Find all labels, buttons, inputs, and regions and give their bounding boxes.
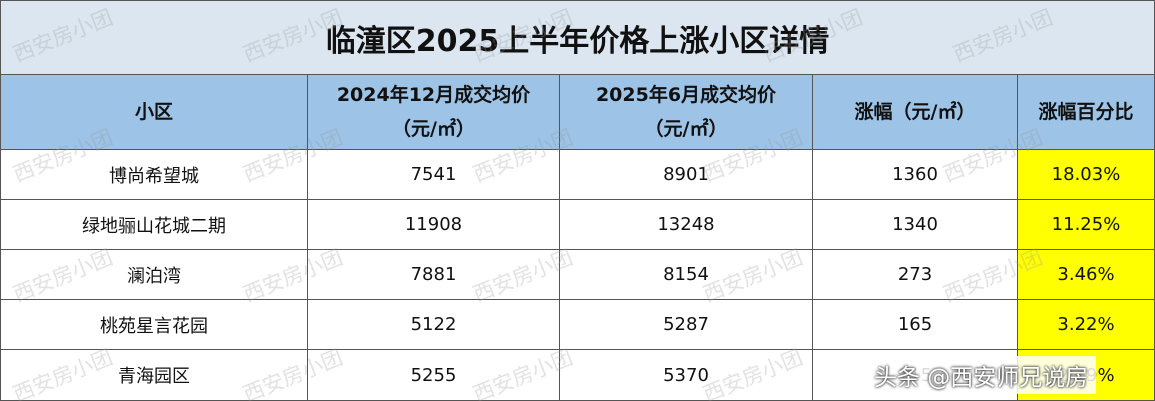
data-cell: 18.03%: [1018, 150, 1155, 200]
header-cell: 2024年12月成交均价 （元/㎡）: [308, 75, 560, 150]
data-cell: 8154: [560, 250, 813, 300]
source-badge: 头条 @西安师兄说房: [866, 356, 1097, 394]
data-cell: 165: [813, 300, 1018, 350]
data-cell: 5122: [308, 300, 560, 350]
data-cell: 7541: [308, 150, 560, 200]
row-label: 青海园区: [0, 350, 308, 401]
row-label: 绿地骊山花城二期: [0, 200, 308, 250]
data-cell: 273: [813, 250, 1018, 300]
data-cell: 3.22%: [1018, 300, 1155, 350]
data-cell: 5370: [560, 350, 813, 401]
data-cell: 8901: [560, 150, 813, 200]
data-cell: 3.46%: [1018, 250, 1155, 300]
row-label: 桃苑星言花园: [0, 300, 308, 350]
row-label: 澜泊湾: [0, 250, 308, 300]
data-cell: 7881: [308, 250, 560, 300]
header-cell: 涨幅百分比: [1018, 75, 1155, 150]
data-cell: 11.25%: [1018, 200, 1155, 250]
row-label: 博尚希望城: [0, 150, 308, 200]
data-cell: 5287: [560, 300, 813, 350]
data-cell: 11908: [308, 200, 560, 250]
header-cell: 2025年6月成交均价 （元/㎡）: [560, 75, 813, 150]
header-cell: 涨幅（元/㎡）: [813, 75, 1018, 150]
data-cell: 13248: [560, 200, 813, 250]
table-title: 临潼区2025上半年价格上涨小区详情: [0, 0, 1155, 75]
data-cell: 1360: [813, 150, 1018, 200]
header-cell: 小区: [0, 75, 308, 150]
data-cell: 5255: [308, 350, 560, 401]
data-cell: 1340: [813, 200, 1018, 250]
